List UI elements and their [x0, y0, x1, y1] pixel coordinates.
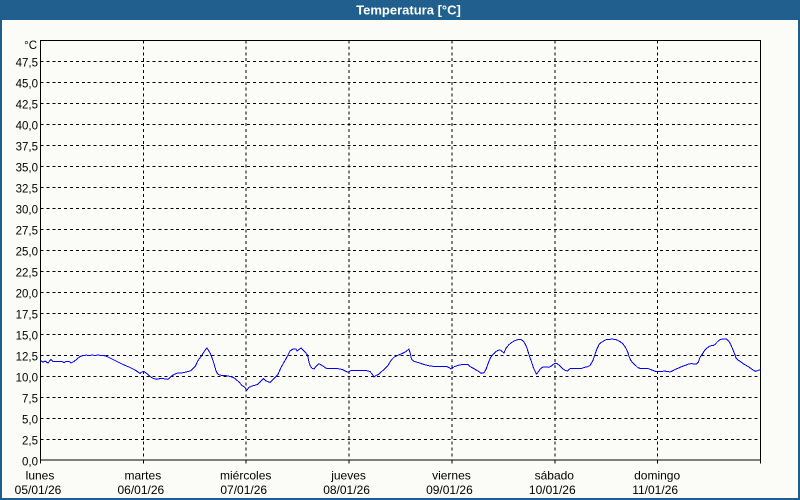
- svg-text:°C: °C: [24, 40, 37, 52]
- svg-text:37,5: 37,5: [16, 142, 38, 154]
- svg-text:40,0: 40,0: [16, 121, 38, 133]
- svg-text:jueves: jueves: [330, 469, 366, 483]
- svg-text:42,5: 42,5: [16, 100, 38, 112]
- svg-text:10,0: 10,0: [16, 373, 38, 385]
- svg-text:viernes: viernes: [432, 469, 471, 483]
- svg-text:27,5: 27,5: [16, 226, 38, 238]
- svg-text:martes: martes: [125, 469, 162, 483]
- svg-text:06/01/26: 06/01/26: [118, 483, 165, 497]
- svg-text:35,0: 35,0: [16, 163, 38, 175]
- svg-text:12,5: 12,5: [16, 352, 38, 364]
- svg-text:45,0: 45,0: [16, 79, 38, 91]
- svg-text:miércoles: miércoles: [220, 469, 271, 483]
- svg-text:15,0: 15,0: [16, 331, 38, 343]
- svg-text:20,0: 20,0: [16, 289, 38, 301]
- svg-text:22,5: 22,5: [16, 268, 38, 280]
- svg-text:0,0: 0,0: [22, 457, 38, 469]
- svg-text:domingo: domingo: [634, 469, 680, 483]
- svg-text:sábado: sábado: [535, 469, 575, 483]
- svg-text:08/01/26: 08/01/26: [323, 483, 370, 497]
- svg-text:47,5: 47,5: [16, 58, 38, 70]
- svg-text:17,5: 17,5: [16, 310, 38, 322]
- svg-text:Temperatura [°C]: Temperatura [°C]: [356, 3, 461, 18]
- svg-text:05/01/26: 05/01/26: [15, 483, 62, 497]
- svg-text:10/01/26: 10/01/26: [529, 483, 576, 497]
- svg-text:30,0: 30,0: [16, 205, 38, 217]
- svg-text:25,0: 25,0: [16, 247, 38, 259]
- svg-text:07/01/26: 07/01/26: [220, 483, 267, 497]
- svg-text:09/01/26: 09/01/26: [426, 483, 473, 497]
- svg-text:5,0: 5,0: [22, 415, 38, 427]
- svg-text:11/01/26: 11/01/26: [632, 483, 678, 497]
- svg-text:32,5: 32,5: [16, 184, 38, 196]
- svg-text:lunes: lunes: [26, 469, 55, 483]
- svg-text:2,5: 2,5: [22, 436, 38, 448]
- svg-text:7,5: 7,5: [22, 394, 38, 406]
